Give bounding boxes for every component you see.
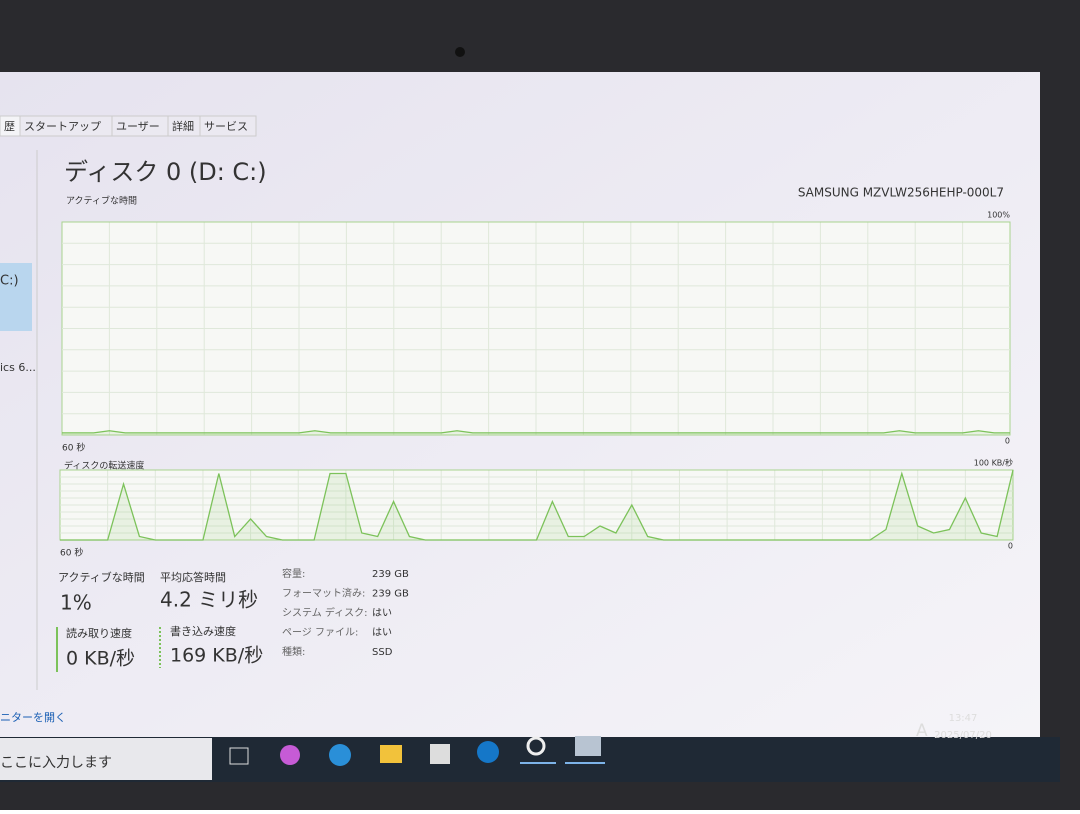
taskbar-icons bbox=[229, 736, 605, 766]
sidebar-item[interactable]: ics 6... bbox=[0, 361, 36, 374]
graph-fill bbox=[60, 470, 1013, 540]
property-label: システム ディスク: bbox=[282, 606, 368, 619]
sidebar-selected bbox=[0, 263, 32, 331]
stat-value: 1% bbox=[60, 591, 92, 615]
tab-label[interactable]: サービス bbox=[204, 120, 248, 133]
active-indicator bbox=[565, 762, 605, 764]
icon[interactable] bbox=[477, 741, 499, 763]
disk-model: SAMSUNG MZVLW256HEHP-000L7 bbox=[798, 186, 1004, 200]
y-tick-label: 100 KB/秒 bbox=[974, 458, 1013, 468]
search-box[interactable] bbox=[0, 738, 212, 780]
property-label: ページ ファイル: bbox=[282, 628, 358, 639]
icon[interactable] bbox=[575, 736, 601, 756]
clock-time[interactable]: 13:47 bbox=[949, 713, 978, 724]
tab-label[interactable]: 詳細 bbox=[172, 119, 194, 133]
stat-value: 4.2 ミリ秒 bbox=[160, 588, 258, 612]
graph-x-label: 60 秒 bbox=[62, 442, 85, 454]
graph-line bbox=[60, 469, 1014, 541]
camera bbox=[455, 47, 465, 57]
graph-x-label: 60 秒 bbox=[60, 547, 83, 559]
y-tick-label: 0 bbox=[1008, 542, 1013, 551]
footer-link[interactable]: ニターを開く bbox=[0, 711, 66, 724]
tab[interactable] bbox=[199, 115, 257, 137]
search-text[interactable]: ここに入力します bbox=[0, 755, 112, 771]
y-tick-label: 100% bbox=[987, 211, 1010, 220]
clock-date[interactable]: 2025/07/20 bbox=[934, 730, 992, 741]
stat-value: 169 KB/秒 bbox=[170, 645, 263, 667]
graph-label: アクティブな時間 bbox=[66, 195, 137, 207]
stat-label: アクティブな時間 bbox=[58, 570, 145, 584]
tab-label[interactable]: スタートアップ bbox=[24, 120, 101, 133]
disk-title: ディスク 0 (D: C:) bbox=[64, 158, 267, 186]
active-indicator bbox=[520, 762, 556, 764]
icon[interactable] bbox=[380, 745, 402, 763]
icon[interactable] bbox=[280, 745, 300, 765]
property-value: SSD bbox=[372, 647, 393, 658]
stat-label: 読み取り速度 bbox=[66, 626, 132, 640]
y-tick-label: 0 bbox=[1005, 437, 1010, 446]
graph-label: ディスクの転送速度 bbox=[64, 460, 144, 472]
property-value: 239 GB bbox=[372, 569, 409, 580]
icon[interactable] bbox=[430, 744, 450, 764]
property-label: フォーマット済み: bbox=[282, 587, 365, 600]
icon[interactable] bbox=[229, 747, 249, 765]
property-label: 容量: bbox=[282, 567, 305, 580]
property-value: はい bbox=[372, 627, 392, 639]
icon[interactable] bbox=[526, 736, 546, 756]
ime[interactable]: A bbox=[916, 721, 928, 741]
tab-label[interactable]: 歴 bbox=[4, 120, 15, 133]
property-label: 種類: bbox=[282, 645, 305, 658]
graph-line bbox=[62, 430, 1010, 434]
stat-label: 書き込み速度 bbox=[170, 624, 236, 638]
tab-label[interactable]: ユーザー bbox=[116, 120, 160, 133]
icon[interactable] bbox=[329, 744, 351, 766]
property-value: はい bbox=[372, 607, 392, 619]
sidebar-item[interactable]: C:) bbox=[0, 274, 19, 289]
property-value: 239 GB bbox=[372, 589, 409, 600]
stat-label: 平均応答時間 bbox=[160, 570, 226, 584]
stat-value: 0 KB/秒 bbox=[66, 648, 135, 670]
